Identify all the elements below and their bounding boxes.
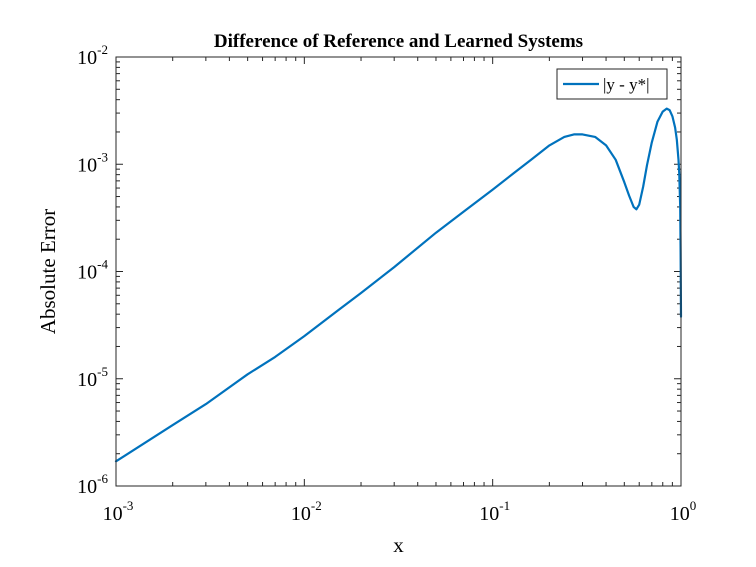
y-tick-label: 10-2 bbox=[77, 42, 108, 69]
x-tick-label: 10-3 bbox=[103, 498, 134, 525]
y-axis-label: Absolute Error bbox=[36, 209, 60, 334]
x-tick-label: 10-2 bbox=[291, 498, 322, 525]
axis-ticks: 10-3 10-2 10-1 100 10-6 10-5 10-4 10-3 10-2 bbox=[77, 42, 696, 525]
y-tick-label: 10-4 bbox=[77, 257, 108, 284]
y-tick-label: 10-3 bbox=[77, 149, 108, 176]
series-layer bbox=[114, 107, 683, 463]
legend: |y - y*| bbox=[556, 68, 668, 100]
y-tick-label: 10-6 bbox=[77, 471, 108, 498]
y-tick-label: 10-5 bbox=[77, 364, 108, 391]
x-tick-label: 10-1 bbox=[479, 498, 510, 525]
chart-title: Difference of Reference and Learned Syst… bbox=[214, 31, 583, 52]
plot-area-frame bbox=[115, 56, 682, 487]
legend-entry: |y - y*| bbox=[603, 75, 649, 94]
x-axis-label: x bbox=[393, 533, 404, 557]
x-tick-label: 100 bbox=[670, 498, 697, 525]
series-line bbox=[114, 107, 683, 463]
